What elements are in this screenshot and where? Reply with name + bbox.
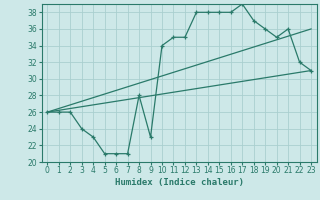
X-axis label: Humidex (Indice chaleur): Humidex (Indice chaleur) bbox=[115, 178, 244, 187]
